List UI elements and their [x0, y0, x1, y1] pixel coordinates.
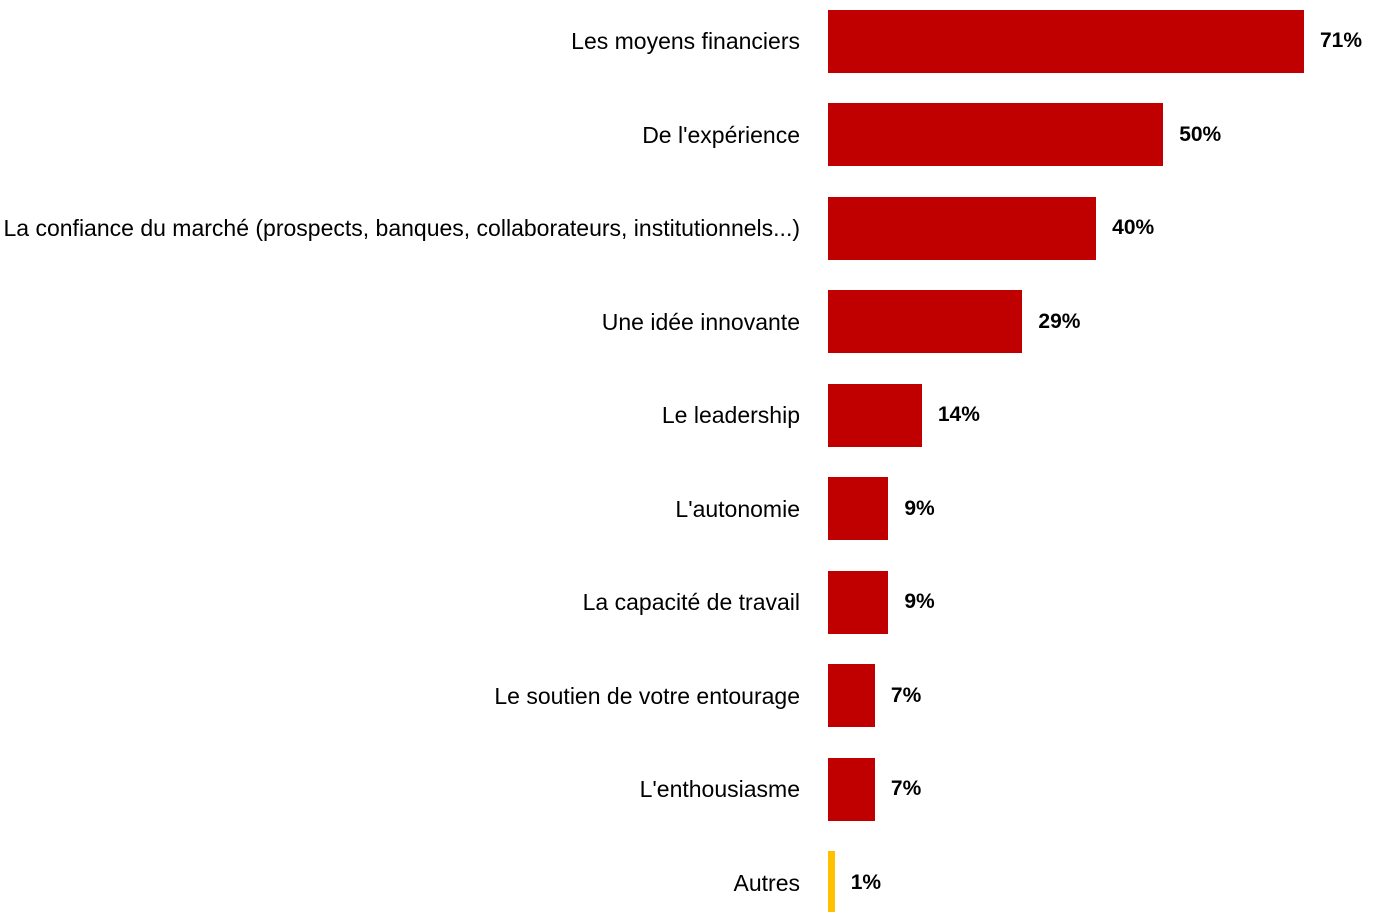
category-label: L'enthousiasme — [639, 776, 800, 802]
category-label: L'autonomie — [675, 495, 800, 522]
value-label: 9% — [904, 590, 935, 613]
value-label: 7% — [890, 683, 922, 707]
value-label: 7% — [890, 777, 922, 800]
bar — [828, 757, 875, 821]
value-label: 14% — [937, 403, 980, 426]
category-label: La capacité de travail — [582, 589, 800, 615]
value-label: 71% — [1320, 29, 1363, 52]
bar — [828, 664, 875, 727]
category-label: Le leadership — [661, 402, 800, 428]
category-label: Une idée innovante — [601, 308, 800, 335]
bar — [828, 477, 889, 540]
bar — [828, 103, 1164, 166]
bar — [828, 196, 1097, 260]
category-label: Le soutien de votre entourage — [494, 682, 800, 709]
bar — [828, 570, 889, 634]
value-label: 1% — [850, 870, 882, 894]
value-label: 29% — [1038, 309, 1081, 333]
bar — [828, 851, 835, 912]
bar — [828, 290, 1023, 353]
bar — [828, 383, 922, 447]
category-label: De l'expérience — [642, 121, 800, 148]
category-label: Autres — [733, 869, 800, 896]
value-label: 9% — [904, 496, 935, 520]
value-label: 50% — [1179, 122, 1222, 146]
category-label: La confiance du marché (prospects, banqu… — [3, 215, 801, 241]
value-label: 40% — [1112, 216, 1155, 239]
category-label: Les moyens financiers — [571, 28, 800, 54]
bar — [828, 9, 1304, 73]
